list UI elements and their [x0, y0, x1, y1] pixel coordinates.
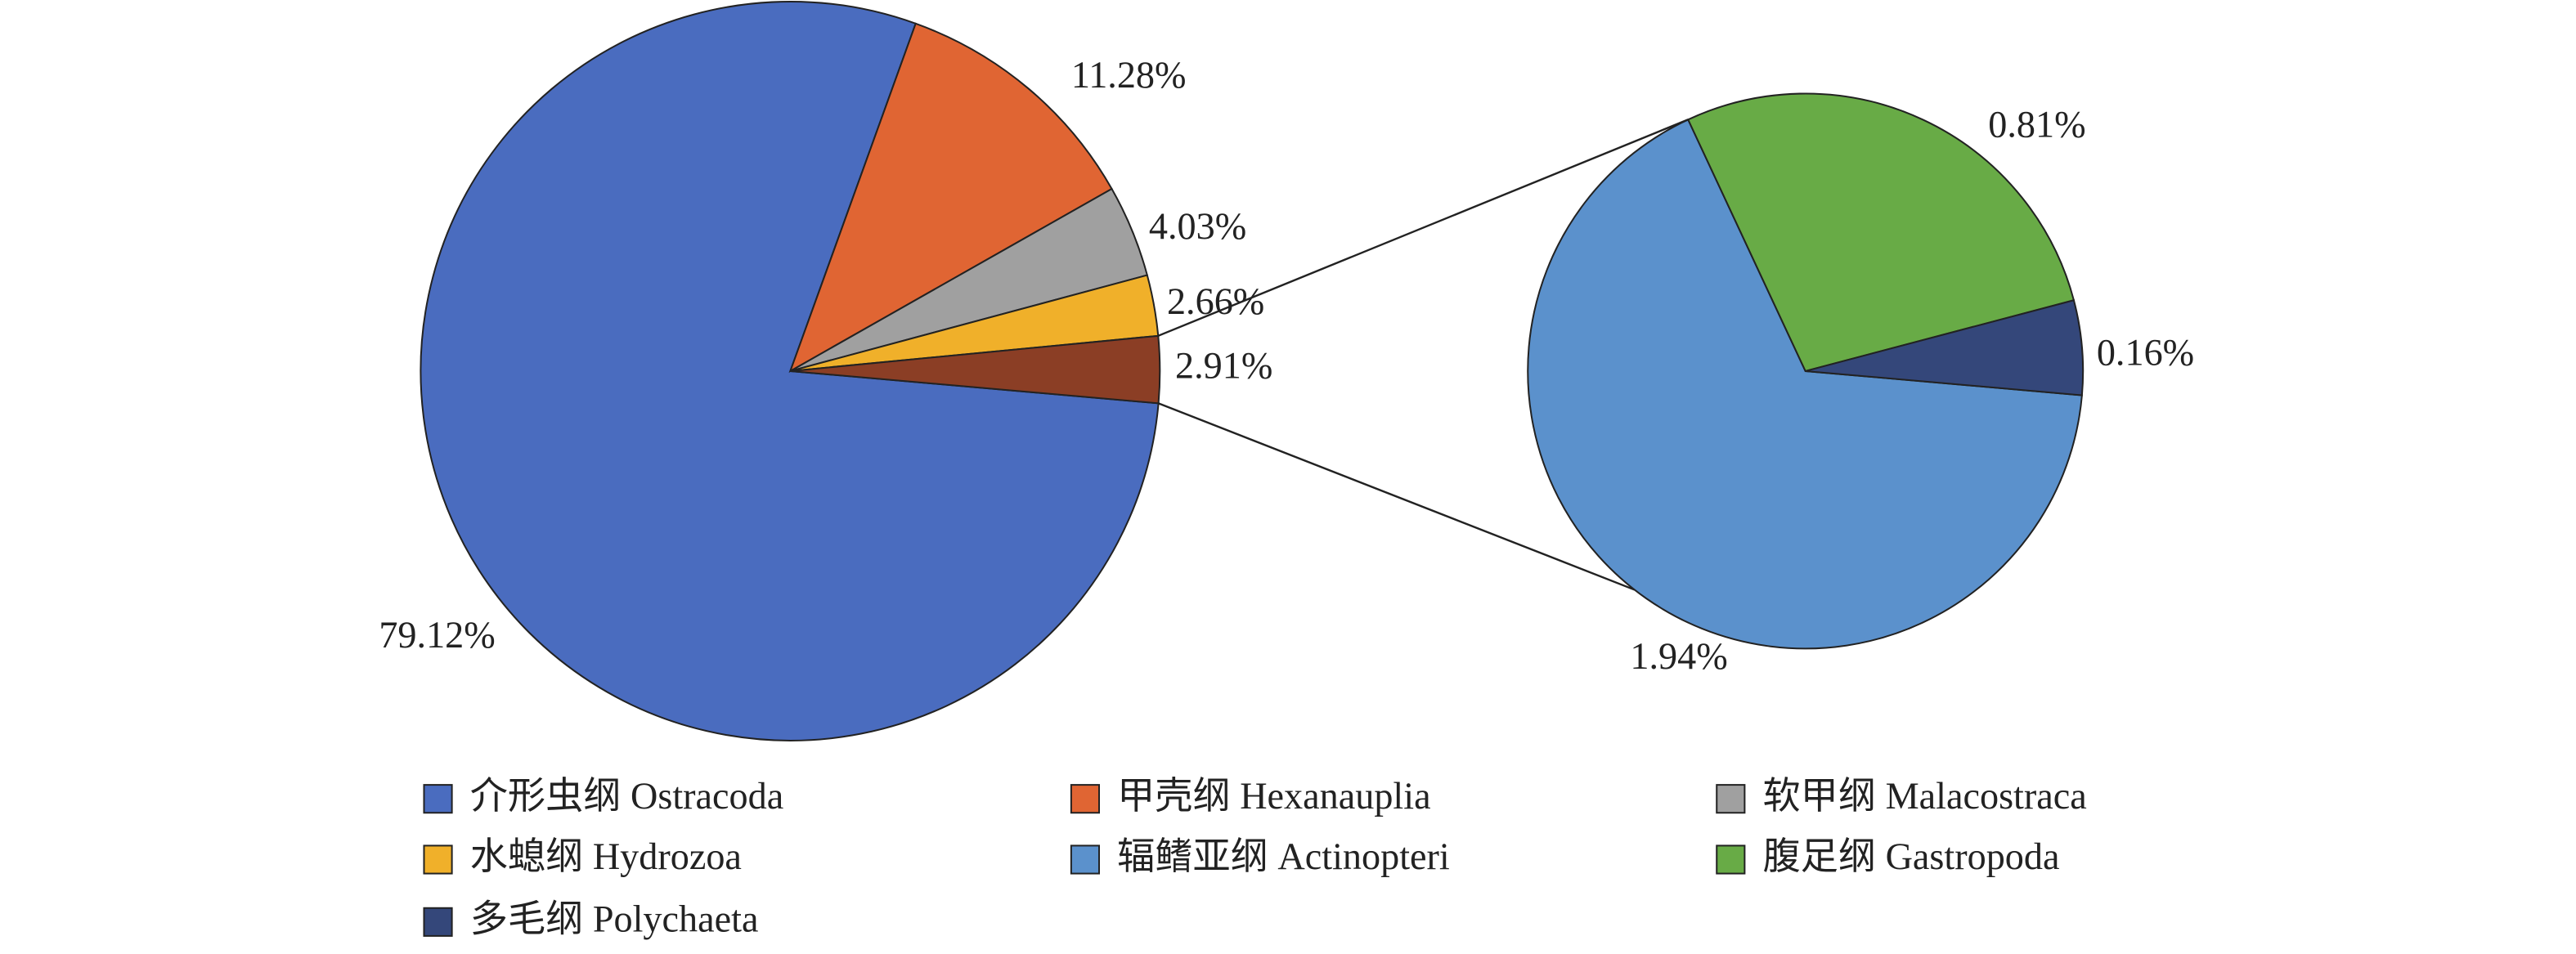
legend-swatch — [1070, 784, 1101, 814]
legend-swatch — [423, 784, 453, 814]
pie-slice — [1686, 92, 2076, 373]
legend-swatch — [423, 844, 453, 875]
connector-line — [1158, 402, 1636, 591]
data-label: 79.12% — [379, 614, 495, 656]
data-label: 1.94% — [1630, 635, 1727, 677]
data-label: 11.28% — [1071, 54, 1187, 96]
data-label: 0.16% — [2097, 331, 2194, 373]
pie-slice — [788, 22, 1113, 374]
data-label: 2.91% — [1175, 345, 1272, 387]
data-label: 0.81% — [1988, 103, 2085, 145]
data-label: 4.03% — [1149, 205, 1246, 247]
legend-label: 辐鳍亚纲 Actinopteri — [1117, 835, 1450, 877]
legend-label: 腹足纲 Gastropoda — [1762, 835, 2059, 877]
pie-slice — [790, 334, 1161, 405]
legend-swatch — [1070, 844, 1101, 875]
legend-swatch — [1716, 844, 1746, 875]
legend-label: 介形虫纲 Ostracoda — [470, 775, 784, 817]
legend-swatch — [1716, 784, 1746, 814]
legend-swatch — [423, 907, 453, 937]
legend-label: 水螅纲 Hydrozoa — [470, 835, 742, 877]
data-label: 2.66% — [1167, 280, 1264, 322]
pie-slice — [1527, 118, 2083, 650]
legend-label: 多毛纲 Polychaeta — [470, 898, 759, 939]
legend-label: 软甲纲 Malacostraca — [1762, 775, 2086, 817]
pie-slice — [1805, 299, 2085, 396]
legend-label: 甲壳纲 Hexanauplia — [1117, 775, 1431, 817]
connector-line — [1157, 119, 1689, 337]
